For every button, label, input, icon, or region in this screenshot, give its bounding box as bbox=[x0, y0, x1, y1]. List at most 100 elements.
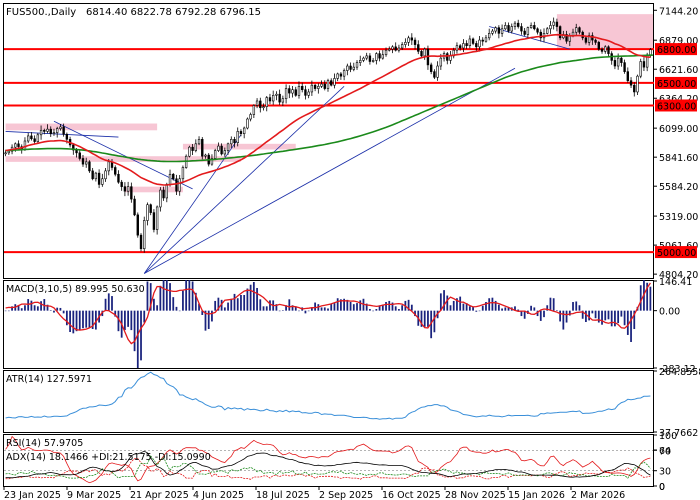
macd-bar-126 bbox=[410, 304, 413, 311]
candle-body-164 bbox=[533, 25, 536, 30]
macd-bar-86 bbox=[281, 310, 284, 311]
candle-body-45 bbox=[149, 204, 152, 213]
macd-bar-82 bbox=[269, 300, 271, 311]
candle-body-98 bbox=[320, 83, 323, 87]
macd-bar-159 bbox=[517, 309, 520, 311]
rsi-line bbox=[5, 435, 651, 484]
atr-tick-0: 264.8558 bbox=[659, 367, 700, 378]
macd-bar-184 bbox=[597, 310, 600, 323]
macd-bar-64 bbox=[211, 310, 213, 322]
candle-body-129 bbox=[420, 51, 423, 57]
candle-body-102 bbox=[333, 78, 336, 86]
macd-bar-101 bbox=[330, 303, 333, 311]
candle-body-53 bbox=[175, 178, 178, 192]
candle-body-76 bbox=[249, 114, 252, 120]
macd-bar-77 bbox=[252, 282, 255, 311]
candle-body-178 bbox=[578, 27, 581, 33]
candle-body-101 bbox=[330, 80, 333, 86]
candle-body-87 bbox=[284, 88, 288, 100]
macd-bar-125 bbox=[407, 299, 410, 311]
candle-body-181 bbox=[587, 35, 591, 43]
macd-bar-131 bbox=[427, 310, 429, 327]
y-tick-label-7: 5319.00 bbox=[659, 212, 698, 223]
candle-body-154 bbox=[500, 28, 504, 34]
candle-body-133 bbox=[433, 71, 436, 78]
macd-bar-161 bbox=[523, 310, 526, 319]
candle-body-83 bbox=[272, 95, 275, 102]
macd-bar-148 bbox=[481, 305, 484, 311]
rsi-tick-3: 0 bbox=[659, 482, 665, 493]
macd-bar-104 bbox=[340, 299, 342, 311]
macd-bar-23 bbox=[78, 310, 81, 331]
time-axis: 23 Jan 2025 9 Mar 2025 21 Apr 2025 4 Jun 20… bbox=[3, 486, 625, 500]
candle-body-39 bbox=[130, 186, 133, 200]
candle-body-3 bbox=[14, 143, 17, 148]
macd-bar-45 bbox=[149, 283, 152, 311]
candle-body-134 bbox=[436, 65, 439, 78]
candle-body-169 bbox=[549, 25, 552, 30]
candle-body-184 bbox=[597, 42, 600, 50]
macd-bar-69 bbox=[227, 302, 229, 311]
candle-body-144 bbox=[468, 38, 472, 47]
macd-bar-73 bbox=[240, 294, 242, 311]
macd-bar-167 bbox=[543, 310, 545, 318]
candle-body-171 bbox=[555, 21, 559, 27]
candle-body-128 bbox=[417, 44, 420, 52]
rsi-label: RSI(14) 57.9705 bbox=[6, 438, 83, 449]
zone-1 bbox=[5, 156, 241, 162]
candle-body-9 bbox=[33, 138, 36, 142]
candle-body-123 bbox=[400, 44, 404, 49]
candle-body-186 bbox=[604, 46, 607, 52]
candle-body-152 bbox=[494, 27, 497, 32]
level-labels: 6800.00 6500.00 6300.00 5000.00 bbox=[655, 43, 697, 259]
y-tick-label-5: 5841.60 bbox=[659, 153, 698, 164]
candle-body-74 bbox=[242, 127, 246, 134]
adx-pane bbox=[5, 450, 651, 480]
macd-pane-frame bbox=[3, 280, 654, 369]
candle-body-108 bbox=[352, 66, 355, 70]
candle-body-126 bbox=[410, 37, 414, 41]
macd-bar-186 bbox=[604, 310, 607, 321]
macd-bar-130 bbox=[423, 310, 426, 327]
macd-bar-120 bbox=[391, 302, 394, 311]
macd-bar-155 bbox=[504, 307, 507, 311]
rsi-pane-frame bbox=[3, 434, 654, 487]
candle-body-93 bbox=[304, 89, 307, 96]
macd-bar-112 bbox=[365, 303, 368, 311]
macd-bar-121 bbox=[394, 306, 397, 311]
macd-bar-115 bbox=[375, 309, 378, 311]
macd-bar-158 bbox=[514, 306, 516, 311]
candle-body-138 bbox=[449, 55, 452, 61]
macd-bar-127 bbox=[414, 310, 416, 317]
macd-bar-138 bbox=[449, 305, 452, 311]
macd-bar-4 bbox=[17, 305, 20, 311]
candle-body-190 bbox=[616, 57, 620, 67]
candle-body-141 bbox=[458, 45, 462, 49]
macd-bar-68 bbox=[223, 307, 226, 311]
macd-bar-90 bbox=[294, 306, 297, 311]
macd-bar-153 bbox=[497, 304, 500, 311]
macd-bar-1 bbox=[7, 310, 10, 312]
macd-bar-25 bbox=[85, 310, 88, 328]
macd-bar-84 bbox=[275, 304, 278, 311]
macd-bar-98 bbox=[320, 307, 323, 311]
atr-tick-1: 37.7662 bbox=[659, 428, 698, 439]
candle-body-6 bbox=[23, 140, 27, 150]
candle-body-161 bbox=[523, 30, 526, 35]
candle-body-124 bbox=[404, 42, 407, 45]
candle-body-165 bbox=[536, 28, 539, 33]
ma-green-line bbox=[5, 54, 653, 163]
chart-title: FUS500.,Daily bbox=[6, 7, 76, 18]
candle-body-107 bbox=[349, 65, 352, 70]
candle-body-17 bbox=[59, 126, 62, 129]
macd-bar-79 bbox=[259, 299, 262, 311]
trendline-1 bbox=[53, 120, 193, 190]
candle-body-47 bbox=[155, 206, 159, 230]
trendlines bbox=[5, 26, 570, 274]
macd-bar-168 bbox=[546, 305, 549, 311]
macd-bar-27 bbox=[91, 310, 94, 330]
candle-body-55 bbox=[181, 167, 185, 180]
macd-bar-177 bbox=[575, 301, 578, 311]
candle-body-16 bbox=[56, 128, 59, 133]
